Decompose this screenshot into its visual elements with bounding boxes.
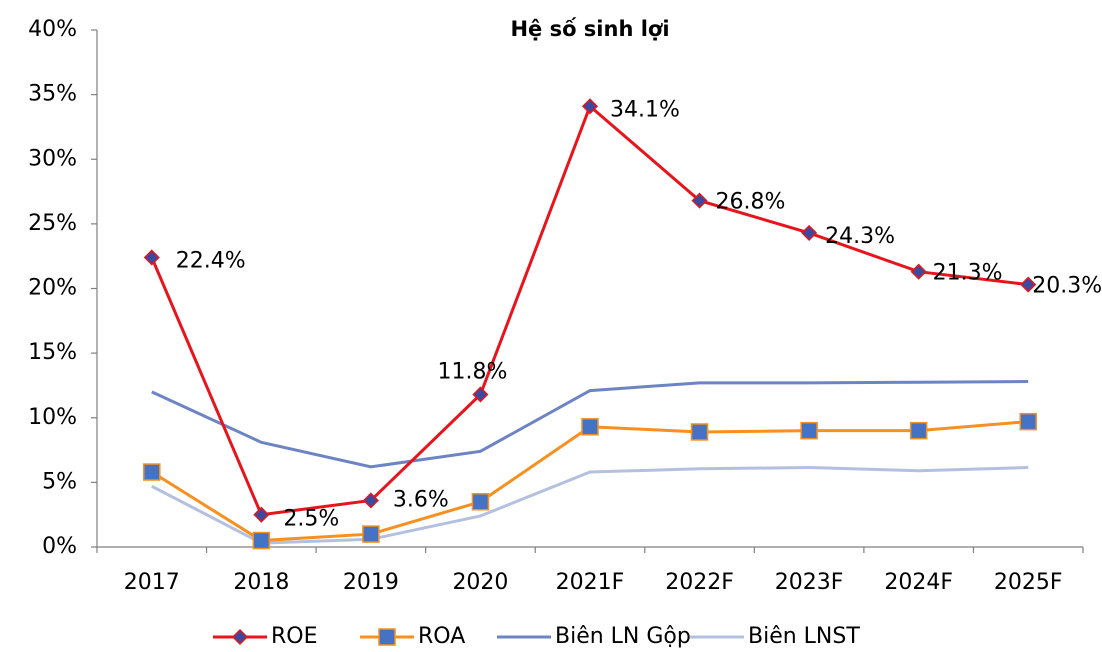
y-tick-label: 30% (28, 146, 77, 171)
data-point (471, 493, 490, 511)
data-point (1020, 276, 1037, 293)
data-label: 34.1% (610, 97, 680, 122)
series-line (151, 466, 1029, 545)
data-label: 11.8% (437, 359, 507, 384)
data-point (690, 423, 709, 441)
data-label: 3.6% (393, 487, 449, 512)
series-line (150, 103, 1029, 517)
x-tick-label: 2017 (124, 570, 180, 595)
legend-marker (378, 628, 396, 646)
x-tick-label: 2019 (343, 570, 399, 595)
legend-label: Biên LNST (748, 624, 860, 649)
data-label: 2.5% (283, 507, 339, 532)
data-point (252, 531, 271, 550)
data-label: 26.8% (716, 190, 786, 215)
y-tick-label: 40% (28, 17, 77, 42)
x-tick-label: 2018 (233, 570, 289, 595)
data-point (143, 463, 161, 481)
chart-title: Hệ số sinh lợi (510, 17, 669, 41)
data-label: 24.3% (825, 224, 895, 249)
y-tick-label: 25% (28, 211, 77, 236)
y-tick-label: 10% (28, 405, 77, 430)
y-tick-label: 0% (42, 534, 77, 559)
data-point (909, 421, 928, 440)
y-tick-label: 20% (28, 276, 77, 301)
y-tick-label: 35% (28, 82, 77, 107)
data-point (801, 224, 818, 241)
y-tick-label: 15% (28, 340, 77, 365)
y-tick-label: 5% (42, 469, 77, 494)
x-tick-label: 2025F (994, 570, 1063, 595)
x-tick-label: 2022F (665, 570, 734, 595)
data-label: 22.4% (176, 248, 246, 273)
data-label: 20.3% (1032, 274, 1102, 299)
data-point (800, 421, 818, 440)
data-label: 21.3% (933, 261, 1003, 286)
data-point (910, 263, 927, 280)
x-tick-label: 2024F (884, 570, 953, 595)
data-point (581, 98, 599, 115)
series-line (151, 380, 1029, 469)
x-tick-label: 2021F (556, 570, 625, 595)
x-tick-label: 2020 (452, 570, 508, 595)
data-point (362, 492, 379, 509)
legend-marker (231, 628, 249, 646)
data-point (253, 506, 270, 523)
data-point (362, 525, 380, 543)
x-tick-label: 2023F (775, 570, 844, 595)
legend-label: ROA (418, 624, 465, 649)
legend-label: Biên LN Gộp (555, 624, 691, 649)
legend-label: ROE (271, 624, 318, 649)
data-point (581, 418, 599, 436)
data-point (143, 249, 160, 266)
data-point (691, 192, 708, 209)
data-point (472, 386, 489, 403)
data-point (1019, 412, 1037, 431)
